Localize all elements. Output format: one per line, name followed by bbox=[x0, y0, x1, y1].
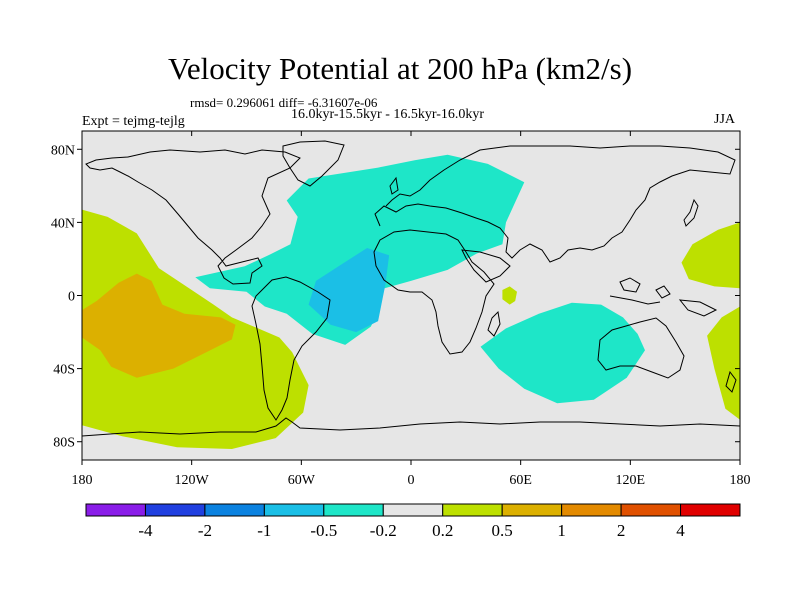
lon-tick-label: 120W bbox=[175, 473, 210, 488]
lon-tick-label: 180 bbox=[730, 473, 751, 488]
colorbar-label: 1 bbox=[557, 521, 566, 540]
colorbar-label: -1 bbox=[257, 521, 271, 540]
chart-title: Velocity Potential at 200 hPa (km2/s) bbox=[167, 51, 633, 86]
colorbar-label: -0.2 bbox=[370, 521, 397, 540]
lon-tick-label: 60E bbox=[509, 473, 532, 488]
colorbar-label: -4 bbox=[138, 521, 153, 540]
lat-tick-label: 80S bbox=[53, 436, 75, 451]
coastline-layer bbox=[82, 140, 740, 437]
lon-tick-label: 60W bbox=[288, 473, 316, 488]
lat-tick-label: 40S bbox=[53, 363, 75, 378]
contour-atlantic-core bbox=[308, 248, 390, 333]
coastline-eurasia bbox=[374, 145, 736, 263]
coastline-africa bbox=[373, 229, 495, 355]
lat-tick-label: 40N bbox=[51, 216, 75, 231]
colorbar: -4 -2 -1 -0.5 -0.2 0.2 0.5 1 2 4 bbox=[85, 503, 741, 540]
coastline-japan bbox=[683, 198, 699, 227]
colorbar-swatch bbox=[442, 503, 503, 517]
lon-tick-label: 0 bbox=[408, 473, 415, 488]
coastline-new-guinea bbox=[678, 299, 718, 317]
colorbar-swatch bbox=[323, 503, 384, 517]
contour-pacific-core bbox=[82, 273, 236, 378]
coastline-north-america bbox=[85, 149, 301, 285]
lat-tick-label: 0 bbox=[68, 290, 75, 305]
lon-tick-label: 120E bbox=[616, 473, 646, 488]
season-label: JJA bbox=[714, 112, 736, 127]
colorbar-label: 4 bbox=[676, 521, 685, 540]
coastline-indonesia bbox=[609, 277, 671, 305]
colorbar-swatch bbox=[620, 503, 682, 517]
coastline-british-isles bbox=[389, 176, 399, 195]
contour-atlantic-negative bbox=[195, 154, 525, 345]
lon-tick-label: 180 bbox=[72, 473, 93, 488]
period-text: 16.0kyr-15.5kyr - 16.5kyr-16.0kyr bbox=[291, 107, 485, 122]
colorbar-swatch bbox=[561, 503, 622, 517]
contour-indian-ocean-negative bbox=[480, 302, 645, 404]
colorbar-label: -0.5 bbox=[310, 521, 337, 540]
coastline-greenland bbox=[282, 140, 345, 187]
coastline-south-america bbox=[251, 276, 331, 421]
contour-west-pacific-positive bbox=[681, 222, 740, 289]
colorbar-swatch bbox=[263, 503, 325, 517]
colorbar-swatch bbox=[680, 503, 741, 517]
axes-layer: 80N 40N 0 40S 80S 180 120W 60W 0 60E 120E 180 bbox=[51, 131, 751, 488]
colorbar-swatch bbox=[501, 503, 563, 517]
contour-fill-layer bbox=[82, 154, 740, 449]
colorbar-label: 2 bbox=[617, 521, 626, 540]
lat-tick-label: 80N bbox=[51, 143, 75, 158]
experiment-label: Expt = tejmg-tejlg bbox=[82, 114, 185, 129]
colorbar-label: 0.5 bbox=[492, 521, 513, 540]
coastline-madagascar bbox=[487, 310, 501, 337]
stats-text: rmsd= 0.296061 diff= -6.31607e-06 bbox=[190, 95, 378, 110]
coastline-antarctica bbox=[82, 417, 740, 437]
contour-east-africa-positive bbox=[502, 286, 517, 305]
colorbar-swatch bbox=[144, 503, 206, 517]
coastline-australia bbox=[597, 317, 685, 379]
colorbar-swatch bbox=[85, 503, 146, 517]
colorbar-label: -2 bbox=[198, 521, 212, 540]
colorbar-label: 0.2 bbox=[432, 521, 453, 540]
colorbar-swatch bbox=[382, 503, 444, 517]
coastline-new-zealand bbox=[725, 370, 737, 393]
coastline-arabia bbox=[461, 249, 511, 283]
colorbar-swatch bbox=[204, 503, 265, 517]
